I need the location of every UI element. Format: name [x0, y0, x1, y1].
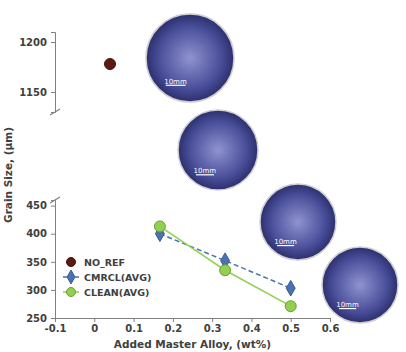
chart: 1150 1200 250 300 350 400 450 -0.1 0 0.1 0.2 0.3 0.4…: [0, 0, 406, 352]
x-tick: 0.4: [243, 318, 261, 334]
x-axis: -0.1 0 0.1 0.2 0.3 0.4 0.5 0.6: [45, 318, 340, 334]
micrograph: 10mm: [260, 184, 336, 260]
x-tick-label: 0: [91, 323, 98, 334]
legend: NO_REF CMRCL(AVG) CLEAN(AVG): [63, 257, 151, 298]
y-tick: 1150: [19, 87, 55, 98]
y-tick: 250: [26, 313, 55, 324]
scale-label: 10mm: [194, 167, 217, 175]
y-tick-label: 400: [26, 228, 47, 239]
axis-break: [50, 197, 60, 203]
y-tick-mark: [51, 318, 55, 319]
x-tick-label: -0.1: [45, 323, 67, 334]
micrograph: 10mm: [178, 110, 258, 190]
y-tick-label: 250: [26, 313, 47, 324]
y-tick-mark: [51, 206, 55, 207]
y-axis-title: Grain Size, (μm): [2, 127, 14, 223]
axis-break: [50, 109, 60, 115]
y-tick-label: 1150: [19, 87, 47, 98]
x-tick: 0: [91, 318, 98, 334]
y-tick-label: 300: [26, 285, 47, 296]
x-tick-mark: [173, 318, 174, 322]
x-tick-mark: [251, 318, 252, 322]
legend-label: NO_REF: [84, 257, 125, 268]
x-tick-label: 0.5: [282, 323, 300, 334]
y-tick: 400: [26, 228, 55, 239]
y-tick-label: 350: [26, 257, 47, 268]
x-tick-mark: [134, 318, 135, 322]
micrograph-image: [322, 247, 398, 323]
x-tick: 0.1: [125, 318, 143, 334]
y-tick-mark: [51, 262, 55, 263]
x-tick-mark: [291, 318, 292, 322]
micrograph: 10mm: [146, 14, 234, 102]
x-tick-label: 0.4: [243, 323, 261, 334]
legend-marker: [67, 258, 76, 267]
scale-label: 10mm: [164, 78, 187, 86]
x-tick: -0.1: [45, 318, 67, 334]
legend-label: CMRCL(AVG): [84, 272, 151, 283]
micrograph: 10mm: [322, 247, 398, 323]
y-tick-mark: [51, 42, 55, 43]
y-axis: 250 300 350 400 450: [26, 200, 55, 323]
x-tick: 0.2: [164, 318, 182, 334]
y-tick: 350: [26, 257, 55, 268]
legend-marker: [67, 288, 76, 297]
y-tick-mark: [51, 234, 55, 235]
x-axis-title: Added Master Alloy, (wt%): [114, 338, 271, 350]
x-tick-mark: [94, 318, 95, 322]
x-axis-line: [56, 319, 331, 323]
legend-marker: [67, 270, 75, 284]
x-tick: 0.6: [322, 318, 340, 334]
plot-area: [105, 59, 116, 70]
data-point: [154, 221, 165, 232]
y-tick-label: 1200: [19, 37, 47, 48]
y-tick-label: 450: [26, 200, 47, 211]
y-tick-mark: [51, 290, 55, 291]
x-tick-mark: [212, 318, 213, 322]
micrograph-image: [146, 14, 234, 102]
x-tick: 0.5: [282, 318, 300, 334]
y-tick-mark: [51, 92, 55, 93]
y-tick: 1200: [19, 37, 55, 48]
y-axis-line: [51, 33, 56, 113]
data-point: [286, 280, 295, 296]
data-point: [220, 265, 231, 276]
y-axis-line: [51, 201, 56, 319]
x-tick-label: 0.2: [164, 323, 182, 334]
y-tick: 300: [26, 285, 55, 296]
x-tick-mark: [55, 318, 56, 322]
legend-label: CLEAN(AVG): [84, 287, 149, 298]
x-tick-mark: [330, 318, 331, 322]
micrograph-image: [260, 184, 336, 260]
data-point: [285, 301, 296, 312]
x-tick: 0.3: [204, 318, 222, 334]
x-tick-label: 0.6: [322, 323, 340, 334]
scale-label: 10mm: [274, 238, 297, 246]
x-tick-label: 0.3: [204, 323, 222, 334]
data-point: [105, 59, 116, 70]
micrograph-image: [178, 110, 258, 190]
x-tick-label: 0.1: [125, 323, 143, 334]
scale-label: 10mm: [336, 301, 359, 309]
y-axis: 1150 1200: [19, 33, 55, 113]
